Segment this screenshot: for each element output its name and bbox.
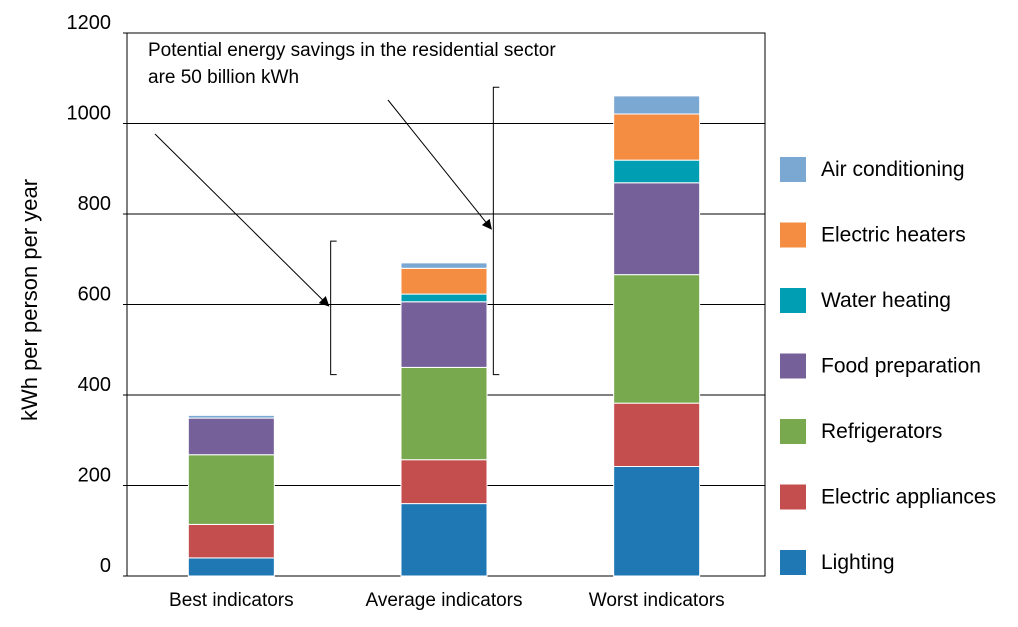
legend-swatch — [780, 353, 806, 379]
bars — [187, 95, 701, 577]
legend: Air conditioning Electric heaters Water he… — [780, 157, 996, 575]
y-tick-label: 400 — [78, 374, 111, 396]
legend-label: Food preparation — [821, 355, 981, 378]
bar-segment — [187, 417, 275, 456]
bar-segment — [613, 465, 701, 577]
axes: 0 200 400 600 800 1000 1200 Best indicators Aver… — [67, 12, 725, 611]
y-tick-label: 800 — [78, 193, 111, 215]
bar-segment — [400, 293, 488, 303]
bar-segment — [613, 95, 701, 115]
savings-bracket — [330, 240, 337, 376]
legend-swatch — [780, 419, 806, 444]
legend-label: Water heating — [821, 289, 951, 312]
bar-segment — [613, 159, 701, 184]
y-tick-label: 1000 — [67, 103, 112, 125]
annotation-line: Potential energy savings in the resident… — [148, 40, 556, 61]
bar-segment — [613, 182, 701, 276]
y-tick-label: 600 — [78, 284, 111, 306]
bar-segment — [613, 402, 701, 467]
bar-segment — [400, 262, 488, 269]
annotation-text: Potential energy savings in the resident… — [148, 40, 556, 88]
bar-segment — [187, 454, 275, 525]
legend-swatch — [780, 157, 806, 182]
annotation-arrow — [387, 99, 492, 230]
x-tick-label: Worst indicators — [589, 590, 725, 611]
bar-segment — [187, 523, 275, 559]
y-tick-label: 200 — [78, 465, 111, 487]
legend-swatch — [780, 550, 806, 575]
x-tick-label: Average indicators — [365, 590, 522, 611]
annotation-line: are 50 billion kWh — [148, 67, 299, 88]
legend-label: Refrigerators — [821, 420, 942, 443]
bar-segment — [187, 557, 275, 577]
y-tick-label: 1200 — [67, 12, 112, 34]
bar-segment — [400, 301, 488, 368]
legend-label: Lighting — [821, 551, 895, 574]
y-axis-title: kWh per person per year — [17, 179, 42, 421]
bar-segment — [400, 459, 488, 505]
legend-swatch — [780, 222, 806, 248]
legend-label: Air conditioning — [821, 158, 965, 181]
x-tick-label: Best indicators — [169, 590, 294, 611]
bar-segment — [400, 503, 488, 577]
bar-segment — [400, 267, 488, 295]
legend-swatch — [780, 288, 806, 313]
legend-label: Electric heaters — [821, 224, 966, 247]
annotation-layer: Potential energy savings in the resident… — [148, 40, 556, 376]
bar-segment — [187, 414, 275, 419]
y-tick-label: 0 — [100, 555, 111, 577]
annotation-arrow — [154, 133, 330, 307]
bar-segment — [613, 274, 701, 404]
legend-swatch — [780, 484, 806, 510]
legend-label: Electric appliances — [821, 486, 996, 509]
bar-segment — [400, 366, 488, 461]
bar-segment — [613, 113, 701, 161]
savings-bracket — [492, 86, 500, 376]
